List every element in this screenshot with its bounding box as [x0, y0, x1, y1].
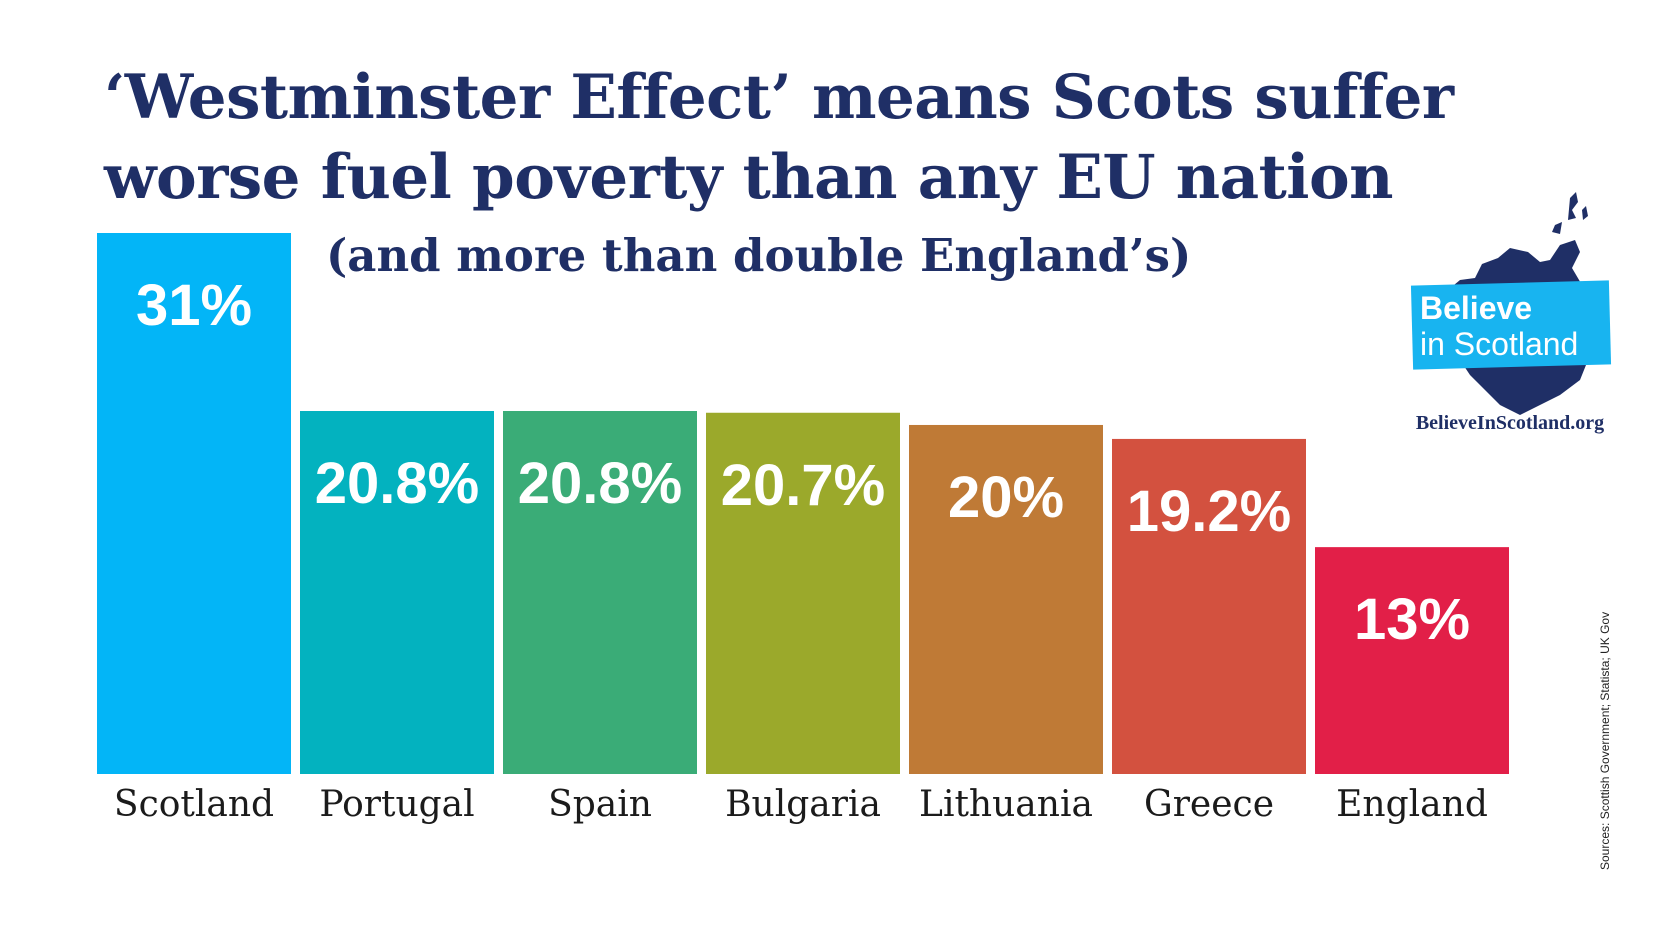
bar-portugal [300, 411, 494, 774]
bar-lithuania [909, 424, 1103, 774]
bar-scotland [97, 233, 291, 774]
value-label-england: 13% [1354, 587, 1470, 652]
chart-subtitle: (and more than double England’s) [326, 229, 1192, 282]
value-label-portugal: 20.8% [315, 451, 479, 516]
category-label-bulgaria: Bulgaria [725, 784, 881, 825]
bar-greece [1112, 438, 1306, 774]
category-label-scotland: Scotland [114, 784, 274, 825]
logo-text-believe: Believe [1420, 290, 1533, 326]
value-label-lithuania: 20% [948, 465, 1064, 530]
value-label-scotland: 31% [136, 273, 252, 338]
website-link[interactable]: BelieveInScotland.org [1415, 412, 1605, 434]
value-label-bulgaria: 20.7% [721, 453, 885, 518]
category-label-portugal: Portugal [319, 784, 474, 825]
category-label-lithuania: Lithuania [919, 784, 1093, 825]
value-label-greece: 19.2% [1127, 479, 1291, 544]
bar-spain [503, 411, 697, 774]
value-label-spain: 20.8% [518, 451, 682, 516]
bar-bulgaria [706, 412, 900, 774]
chart-title: ‘Westminster Effect’ means Scots suffer … [104, 62, 1454, 213]
sources-note: Sources: Scottish Government; Statista; … [1598, 611, 1612, 870]
category-label-england: England [1336, 784, 1488, 825]
logo-text-in-scotland: in Scotland [1420, 326, 1579, 362]
category-label-spain: Spain [548, 784, 652, 825]
bar-england [1315, 547, 1509, 774]
category-label-greece: Greece [1144, 784, 1274, 825]
